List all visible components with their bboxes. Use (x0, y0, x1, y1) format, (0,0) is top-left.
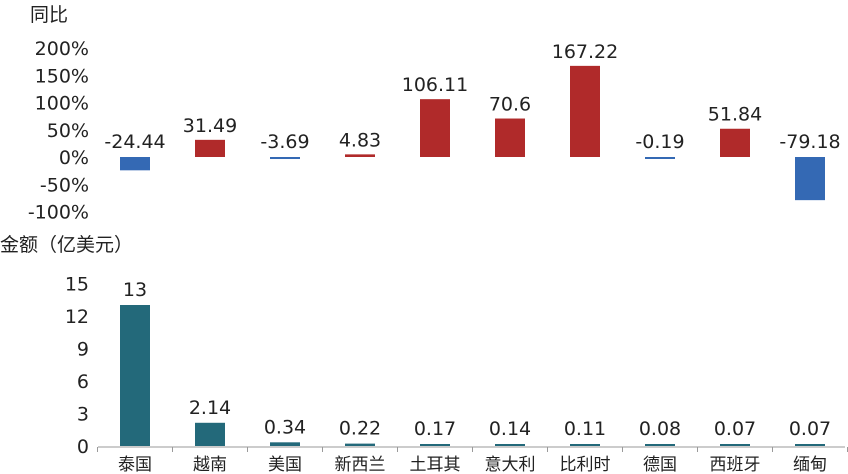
top-ytick-label: 200% (35, 38, 89, 60)
bottom-ytick-label: 9 (77, 338, 89, 360)
growth-data-label: 167.22 (552, 41, 618, 63)
amount-bar (270, 442, 300, 446)
bottom-ytick-label: 3 (77, 403, 89, 425)
growth-bar (270, 157, 300, 160)
amount-bar (795, 444, 825, 446)
growth-bar (645, 157, 675, 159)
amount-data-label: 0.14 (489, 418, 531, 440)
bottom-ytick-label: 15 (65, 273, 89, 295)
amount-bar (195, 422, 225, 446)
growth-bar (495, 118, 525, 157)
growth-data-label: -3.69 (260, 131, 309, 153)
amount-data-label: 0.07 (789, 418, 831, 440)
growth-data-label: 106.11 (402, 74, 468, 96)
top-ytick-label: 100% (35, 93, 89, 115)
amount-data-label: 0.08 (639, 418, 681, 440)
growth-bar (120, 157, 150, 171)
amount-data-label: 0.17 (414, 418, 456, 440)
growth-bar (720, 128, 750, 157)
growth-data-label: -79.18 (779, 131, 840, 153)
category-label: 泰国 (118, 455, 152, 474)
top-ytick-label: -50% (40, 174, 89, 196)
growth-data-label: 31.49 (183, 115, 237, 137)
top-ytick-label: 50% (47, 120, 89, 142)
category-label: 缅甸 (793, 455, 827, 474)
growth-data-label: -24.44 (104, 131, 165, 153)
bottom-ytick-label: 0 (77, 436, 89, 458)
amount-bar (495, 444, 525, 446)
growth-bar (795, 157, 825, 201)
amount-data-label: 0.34 (264, 416, 306, 438)
growth-bar (345, 154, 375, 157)
amount-bar (420, 444, 450, 446)
amount-data-label: 2.14 (189, 397, 231, 419)
amount-data-label: 0.22 (339, 418, 381, 440)
top-ytick-label: 150% (35, 65, 89, 87)
category-label: 新西兰 (335, 455, 386, 474)
growth-data-label: 70.6 (489, 94, 531, 116)
bottom-ytick-label: 6 (77, 371, 89, 393)
amount-bar (570, 444, 600, 446)
growth-bar (420, 99, 450, 157)
amount-data-label: 0.07 (714, 418, 756, 440)
category-label: 西班牙 (710, 455, 761, 474)
bottom-ytick-label: 12 (65, 306, 89, 328)
amount-bar (345, 443, 375, 446)
growth-data-label: -0.19 (635, 131, 684, 153)
category-label: 美国 (268, 455, 302, 474)
amount-data-label: 0.11 (564, 418, 606, 440)
category-label: 土耳其 (410, 455, 461, 474)
amount-bar (720, 444, 750, 446)
top-axis-title: 同比 (30, 4, 68, 26)
amount-data-label: 13 (123, 279, 147, 301)
growth-bar (195, 139, 225, 157)
top-ytick-label: -100% (28, 202, 89, 224)
category-label: 意大利 (485, 455, 536, 474)
amount-bar (120, 305, 150, 446)
growth-data-label: 4.83 (339, 129, 381, 151)
category-label: 越南 (193, 455, 227, 474)
bottom-axis-title: 金额（亿美元） (0, 234, 133, 256)
top-ytick-label: 0% (59, 147, 89, 169)
growth-data-label: 51.84 (708, 104, 762, 126)
growth-bar (570, 65, 600, 157)
amount-bar (645, 444, 675, 446)
category-label: 德国 (643, 455, 677, 474)
category-label: 比利时 (560, 455, 611, 474)
